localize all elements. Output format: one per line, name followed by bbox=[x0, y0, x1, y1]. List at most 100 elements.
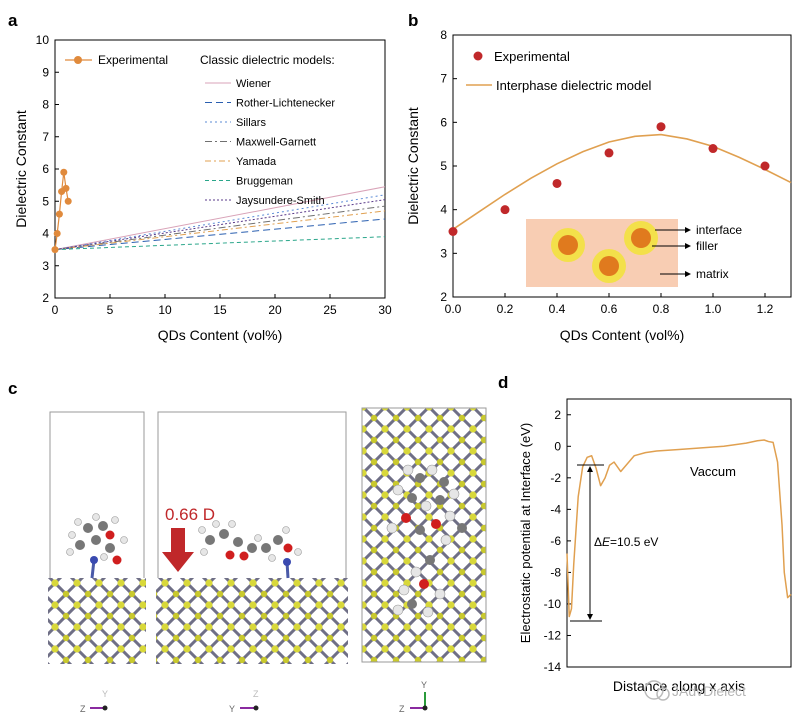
panel-a-ylabel: Dielectric Constant bbox=[13, 110, 29, 228]
inset-label-interface: interface bbox=[696, 223, 742, 237]
adsorbed-molecule-1 bbox=[66, 513, 128, 579]
svg-text:Y: Y bbox=[229, 704, 235, 714]
a-experimental-point bbox=[64, 197, 72, 205]
d-ytick-label: -12 bbox=[544, 628, 562, 642]
a-legend-label: Jaysundere-Smith bbox=[236, 195, 325, 207]
a-experimental-point bbox=[62, 184, 70, 192]
b-ytick-label: 7 bbox=[440, 72, 447, 86]
a-ytick-label: 9 bbox=[42, 65, 49, 79]
panel-c: c 0.66 D bbox=[8, 379, 487, 714]
inset-filler-3 bbox=[631, 228, 651, 248]
a-experimental-point bbox=[53, 230, 61, 237]
a-xtick-label: 5 bbox=[107, 303, 114, 317]
legend-experimental-marker bbox=[74, 56, 82, 64]
axis-triad-2: Y Z bbox=[229, 689, 259, 714]
a-ytick-label: 8 bbox=[42, 98, 49, 112]
a-experimental-point bbox=[55, 210, 63, 218]
b-xtick-label: 1.0 bbox=[705, 302, 722, 316]
a-ytick-label: 7 bbox=[42, 130, 49, 144]
panel-a-legend: Experimental Classic dielectric models: … bbox=[65, 53, 335, 207]
legend-models-title: Classic dielectric models: bbox=[200, 53, 335, 67]
watermark-icon bbox=[644, 680, 664, 700]
a-legend-label: Maxwell-Garnett bbox=[236, 137, 316, 149]
a-series-maxwell-garnett bbox=[54, 205, 386, 251]
panel-c-letter: c bbox=[8, 379, 17, 398]
a-legend-label: Sillars bbox=[236, 117, 266, 129]
panel-d: d -14-12-10-8-6-4-202 Vaccum ΔE=10.5 eV … bbox=[498, 373, 792, 694]
a-series-sillars bbox=[54, 194, 386, 251]
delta-e-annotation: ΔE=10.5 eV bbox=[570, 464, 658, 622]
inset-filler-2 bbox=[599, 256, 619, 276]
a-ytick-label: 4 bbox=[42, 227, 49, 241]
dipole-arrow bbox=[162, 528, 194, 572]
inset-filler-1 bbox=[558, 235, 578, 255]
d-potential-curve bbox=[566, 439, 792, 618]
b-ytick-label: 5 bbox=[440, 159, 447, 173]
panel-a-letter: a bbox=[8, 11, 18, 30]
svg-text:Z: Z bbox=[80, 704, 86, 714]
d-ytick-label: 0 bbox=[554, 439, 561, 453]
axis-triad-3: Z Y bbox=[399, 680, 428, 714]
b-xtick-label: 1.2 bbox=[757, 302, 774, 316]
b-xtick-label: 0.6 bbox=[601, 302, 618, 316]
b-ytick-label: 8 bbox=[440, 28, 447, 42]
b-experimental-point bbox=[604, 148, 614, 158]
d-ytick-label: -6 bbox=[550, 534, 561, 548]
a-ytick-label: 10 bbox=[36, 33, 50, 47]
d-ytick-label: -10 bbox=[544, 597, 562, 611]
legend-b-experimental-marker bbox=[473, 51, 483, 61]
panel-b-xlabel: QDs Content (vol%) bbox=[560, 327, 684, 343]
b-ytick-label: 3 bbox=[440, 246, 447, 260]
interphase-inset: interface filler matrix bbox=[526, 219, 742, 287]
b-xtick-label: 0.8 bbox=[653, 302, 670, 316]
panel-b-legend: Experimental Interphase dielectric model bbox=[466, 49, 651, 93]
a-xtick-label: 25 bbox=[323, 303, 337, 317]
a-ytick-label: 3 bbox=[42, 259, 49, 273]
watermark-text: JAdvDielect bbox=[672, 683, 746, 699]
a-ytick-label: 2 bbox=[42, 291, 49, 305]
a-experimental-point bbox=[60, 168, 68, 176]
a-experimental-line bbox=[54, 172, 69, 250]
legend-experimental-label: Experimental bbox=[98, 53, 168, 67]
a-xtick-label: 20 bbox=[268, 303, 282, 317]
d-ytick-label: -8 bbox=[550, 565, 561, 579]
panel-a-frame bbox=[54, 39, 386, 299]
svg-text:ΔE=10.5 eV: ΔE=10.5 eV bbox=[594, 535, 658, 549]
a-experimental-point bbox=[51, 246, 59, 254]
panel-a-xlabel: QDs Content (vol%) bbox=[158, 327, 282, 343]
a-legend-label: Wiener bbox=[236, 78, 271, 90]
delta-value: =10.5 eV bbox=[610, 535, 658, 549]
svg-text:Z: Z bbox=[253, 689, 259, 699]
b-experimental-point bbox=[552, 178, 562, 188]
axis-triad-1: Z Y bbox=[80, 689, 108, 714]
inset-arrowhead-filler bbox=[685, 243, 691, 249]
panel-b-letter: b bbox=[408, 11, 418, 30]
d-ytick-label: -2 bbox=[550, 471, 561, 485]
panel-d-frame bbox=[566, 398, 792, 668]
a-series-yamada bbox=[54, 210, 386, 251]
panel-a: a 0 5 10 15 20 25 30 2 3 4 5 6 7 8 9 10 QDs Content (vo… bbox=[8, 11, 392, 343]
d-ytick-label: 2 bbox=[554, 408, 561, 422]
panel-b-ylabel: Dielectric Constant bbox=[405, 107, 421, 225]
a-ytick-label: 5 bbox=[42, 194, 49, 208]
inset-label-filler: filler bbox=[696, 239, 718, 253]
delta-symbol: Δ bbox=[594, 535, 602, 549]
inset-label-matrix: matrix bbox=[696, 267, 729, 281]
panel-d-letter: d bbox=[498, 373, 508, 392]
panel-b: b 0.0 0.2 0.4 0.6 0.8 1.0 1.2 2 3 4 5 6 7 8 QDs Conte… bbox=[405, 11, 792, 343]
watermark: JAdvDielect bbox=[644, 680, 746, 701]
b-experimental-point bbox=[708, 144, 718, 154]
a-series-bruggeman bbox=[54, 236, 386, 251]
a-xtick-label: 0 bbox=[52, 303, 59, 317]
a-series-rother-lichtenecker bbox=[54, 218, 386, 251]
b-ytick-label: 6 bbox=[440, 115, 447, 129]
top-view-molecules bbox=[386, 464, 467, 618]
inset-arrowhead-matrix bbox=[685, 271, 691, 277]
b-model-curve bbox=[452, 133, 792, 230]
a-xtick-label: 30 bbox=[378, 303, 392, 317]
b-xtick-label: 0.4 bbox=[549, 302, 566, 316]
substrate-slab-2 bbox=[156, 578, 348, 664]
delta-variable: E bbox=[602, 535, 611, 549]
a-legend-label: Yamada bbox=[236, 156, 277, 168]
